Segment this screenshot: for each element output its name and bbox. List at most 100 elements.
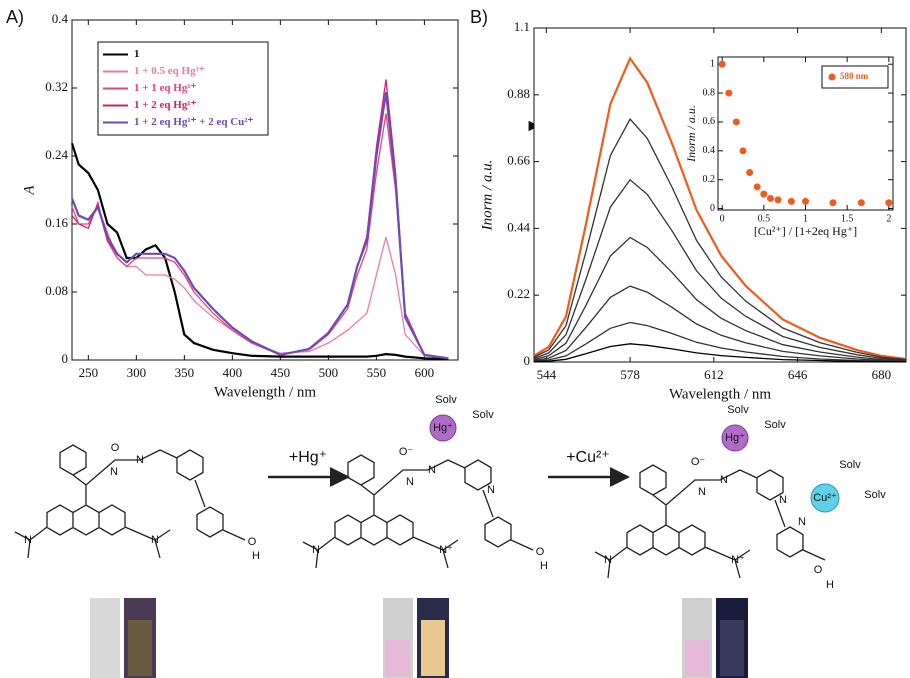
x-tick-label: 250 (79, 365, 99, 380)
panel-label: A) (6, 7, 24, 27)
point (830, 199, 837, 206)
y-tick-label: 0.8 (703, 87, 716, 98)
legend-label: 1 (134, 48, 140, 60)
y-tick-label: 0 (524, 353, 531, 368)
x-axis-label: Wavelength / nm (669, 386, 771, 402)
y-axis-label: Inorm / a.u. (684, 105, 698, 163)
atom-label: O (248, 536, 257, 548)
legend-label: 1 + 0.5 eq Hg¹⁺ (134, 65, 205, 77)
x-tick-label: 350 (175, 365, 195, 380)
legend-label: 1 + 2 eq Hg¹⁺ + 2 eq Cu²⁺ (134, 116, 254, 128)
point (746, 169, 753, 176)
figure: 25030035040045050055060000.080.160.240.3… (0, 0, 910, 678)
x-tick-label: 544 (537, 367, 557, 382)
atom-label: N (604, 554, 612, 566)
atom-label: Solv (727, 404, 749, 416)
atom-label: Hg⁺ (725, 432, 745, 444)
legend-swatch (829, 74, 836, 81)
atom-label: N (406, 476, 414, 488)
x-tick-label: 578 (620, 367, 640, 382)
y-tick-label: 0.16 (45, 215, 68, 230)
atom-label: O (536, 546, 545, 558)
reaction-arrow-label: +Hg⁺ (289, 449, 327, 466)
y-tick-label: 0.4 (703, 145, 716, 156)
point (788, 198, 795, 205)
atom-label: N (151, 534, 159, 546)
y-tick-label: 0.32 (45, 79, 68, 94)
y-tick-label: 1.1 (514, 19, 530, 34)
x-tick-label: 450 (271, 365, 291, 380)
point (767, 195, 774, 202)
y-tick-label: 0.6 (703, 116, 716, 127)
legend-label: 1 + 1 eq Hg¹⁺ (134, 82, 197, 94)
y-tick-label: 0 (62, 351, 69, 366)
molecule-bonds (303, 455, 533, 568)
atom-label: N (110, 466, 118, 478)
y-tick-label: 0.2 (703, 174, 716, 185)
x-tick-label: 0 (720, 213, 725, 224)
atom-label: Solv (435, 394, 457, 406)
y-tick-label: 0.08 (45, 283, 68, 298)
atom-label: N (487, 484, 495, 496)
scheme: +Hg⁺+Cu²⁺ONNNNOHHg⁺SolvSolvO⁻NNNN⁺NOHHg⁺… (15, 394, 886, 591)
atom-label: N (312, 544, 320, 556)
point (760, 191, 767, 198)
point (719, 61, 726, 68)
y-tick-label: 0.44 (507, 219, 530, 234)
atom-label: O (111, 442, 120, 454)
atom-label: Cu²⁺ (813, 492, 837, 504)
y-tick-label: 0.66 (507, 153, 530, 168)
x-tick-label: 500 (319, 365, 339, 380)
atom-label: Solv (839, 459, 861, 471)
point (725, 90, 732, 97)
atom-label: H (540, 560, 548, 572)
y-tick-label: 0.4 (52, 11, 69, 26)
cuvette-photos (90, 598, 748, 678)
reaction-arrow-label: +Cu²⁺ (566, 449, 610, 466)
y-tick-label: 0 (710, 203, 715, 214)
atom-label: Solv (764, 419, 786, 431)
atom-label: N (24, 534, 32, 546)
point (733, 118, 740, 125)
y-axis-label: A (21, 185, 37, 196)
atom-label: H (826, 579, 834, 591)
point (802, 198, 809, 205)
atom-label: N (779, 494, 787, 506)
point (754, 183, 761, 190)
x-tick-label: 600 (415, 365, 435, 380)
atom-label: N⁺ (439, 544, 453, 556)
y-tick-label: 1 (710, 59, 715, 70)
point (775, 196, 782, 203)
atom-label: N (798, 516, 806, 528)
atom-label: Solv (472, 409, 494, 421)
atom-label: N (428, 464, 436, 476)
point (858, 199, 865, 206)
molecule-bonds (595, 465, 825, 578)
atom-label: Solv (864, 489, 886, 501)
x-axis-label: Wavelength / nm (214, 384, 316, 400)
legend-label: 580 nm (840, 71, 869, 81)
atom-label: O⁻ (691, 456, 706, 468)
x-tick-label: 1.5 (841, 213, 854, 224)
panel-label: B) (470, 7, 488, 27)
atom-label: O (814, 564, 823, 576)
y-tick-label: 0.88 (507, 86, 530, 101)
atom-label: N (720, 474, 728, 486)
x-tick-label: 300 (127, 365, 147, 380)
y-tick-label: 0.24 (45, 147, 68, 162)
x-axis-label: [Cu²⁺] / [1+2eq Hg⁺] (754, 224, 857, 238)
x-tick-label: 680 (872, 367, 892, 382)
x-tick-label: 612 (704, 367, 724, 382)
y-axis-label: Inorm / a.u. (479, 160, 495, 232)
atom-label: N (698, 486, 706, 498)
atom-label: Hg⁺ (433, 422, 453, 434)
y-tick-label: 0.22 (507, 286, 530, 301)
legend-label: 1 + 2 eq Hg¹⁺ (134, 99, 197, 111)
x-tick-label: 2 (886, 213, 891, 224)
x-tick-label: 550 (367, 365, 387, 380)
atom-label: N (136, 454, 144, 466)
atom-label: N⁺ (731, 554, 745, 566)
